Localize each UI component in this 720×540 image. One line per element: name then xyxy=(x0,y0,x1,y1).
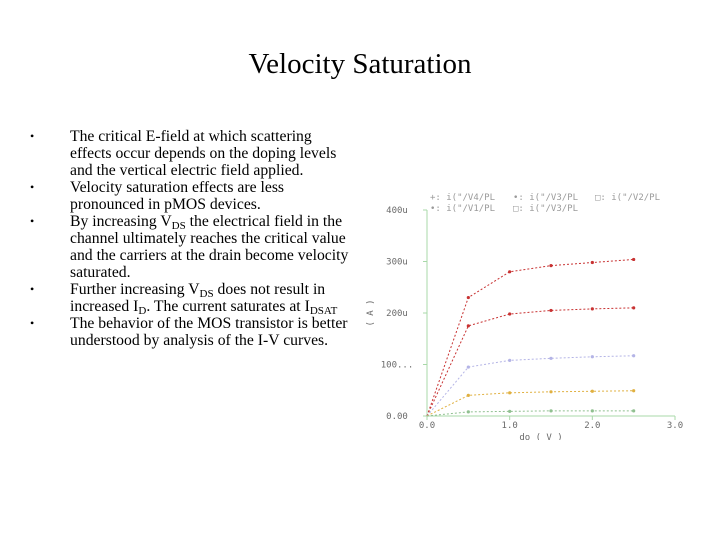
series-point xyxy=(632,409,636,413)
series-point xyxy=(508,312,512,316)
series-line xyxy=(426,258,634,417)
series-point xyxy=(632,306,636,310)
bullet-marker: • xyxy=(30,282,35,296)
legend-entry: +: i("/V4/PL xyxy=(430,193,495,203)
subscript: D xyxy=(138,305,147,317)
bullet-item: • Velocity saturation effects are less pr… xyxy=(30,179,285,213)
legend-entry: □: i("/V2/PL xyxy=(595,193,660,203)
subscript: DS xyxy=(171,220,186,232)
series-point xyxy=(466,324,470,328)
series-point xyxy=(549,264,553,268)
x-tick-label: 0.0 xyxy=(419,421,435,431)
x-axis-label: do ( V ) xyxy=(519,433,562,440)
bullet-marker: • xyxy=(30,316,35,330)
bullet-item: • The behavior of the MOS transistor is b… xyxy=(30,315,348,349)
series-point xyxy=(632,257,636,262)
series-point xyxy=(508,358,512,362)
subscript: DS xyxy=(199,288,214,300)
series-line xyxy=(426,390,634,417)
x-tick-label: 1.0 xyxy=(502,421,518,431)
legend-entry: •: i("/V3/PL xyxy=(513,193,578,203)
series-point xyxy=(466,295,470,300)
series-line xyxy=(426,410,634,417)
legend-entry: •: i("/V1/PL xyxy=(430,204,495,214)
y-axis-label: ( A ) xyxy=(366,299,376,326)
slide-title: Velocity Saturation xyxy=(248,48,472,80)
y-tick-label: 200u xyxy=(386,309,408,319)
series-point xyxy=(590,260,594,265)
series-point xyxy=(590,355,594,359)
series-line xyxy=(426,307,634,417)
x-tick-label: 3.0 xyxy=(667,421,683,431)
series-point xyxy=(549,409,553,413)
series-point xyxy=(549,390,553,394)
series-point xyxy=(508,409,512,413)
series-point xyxy=(632,389,636,393)
y-tick-label: 400u xyxy=(386,206,408,216)
y-tick-label: 0.00 xyxy=(386,412,408,422)
series-line xyxy=(426,355,634,417)
x-tick-label: 2.0 xyxy=(584,421,600,431)
series-point xyxy=(466,365,470,369)
series-point xyxy=(590,307,594,311)
bullet-item: • The critical E-field at which scatterin… xyxy=(30,128,337,179)
legend-entry: □: i("/V3/PL xyxy=(513,204,578,214)
y-tick-label: 300u xyxy=(386,258,408,268)
series-point xyxy=(549,308,553,313)
bullet-item: • Further increasing VDS does not result … xyxy=(30,281,338,317)
series-point xyxy=(632,354,636,358)
iv-curve-chart: 0.0 1.0 2.0 3.0 0.00 100... 200u 300u 400u ( A ) d… xyxy=(366,193,683,440)
series-point xyxy=(508,270,512,274)
bullet-marker: • xyxy=(30,129,35,143)
series-point xyxy=(549,356,553,360)
series-point xyxy=(590,409,594,413)
bullet-marker: • xyxy=(30,214,35,228)
subscript: DSAT xyxy=(309,305,338,317)
bullet-item: • By increasing VDS the electrical field … xyxy=(30,213,349,281)
y-tick-label: 100... xyxy=(381,361,414,371)
series-point xyxy=(590,389,594,393)
series-point xyxy=(466,410,470,414)
series-point xyxy=(508,391,512,395)
bullet-marker: • xyxy=(30,180,35,194)
series-point xyxy=(466,393,470,397)
bullet-list: • The critical E-field at which scatterin… xyxy=(30,128,355,349)
